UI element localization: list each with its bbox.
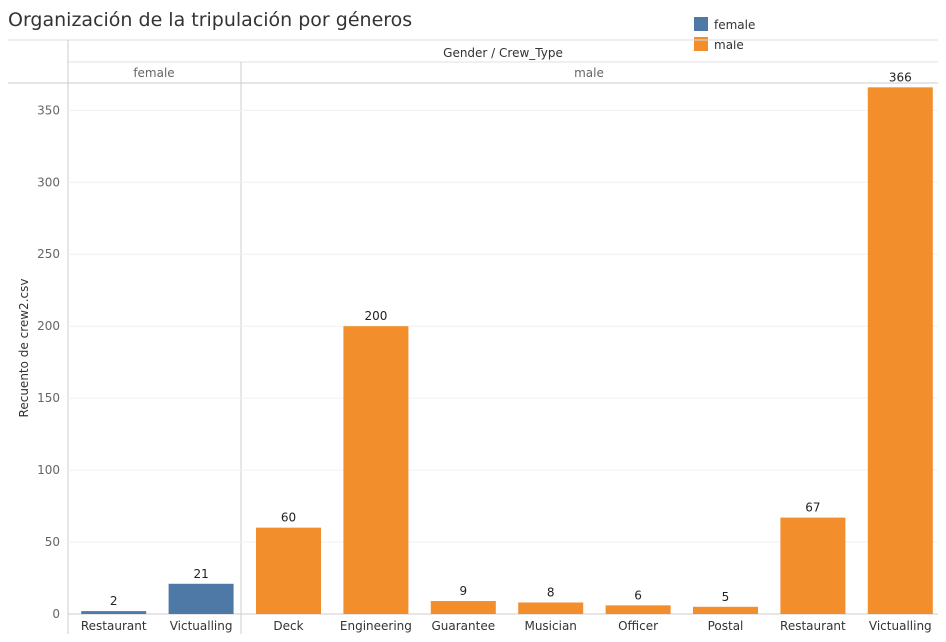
category-label: Restaurant — [780, 619, 846, 633]
bar-male-deck — [256, 527, 321, 614]
value-label: 21 — [193, 567, 208, 581]
y-tick-label: 100 — [37, 463, 60, 477]
gridlines — [68, 109, 938, 543]
legend: female male — [694, 17, 755, 52]
y-axis-label: Recuento de crew2.csv — [17, 279, 31, 418]
bar-female-victualling — [168, 583, 234, 614]
value-label: 366 — [889, 70, 912, 84]
bar-male-officer — [605, 605, 671, 614]
category-labels: Restaurant Victualling Deck Engineering Guar… — [81, 619, 932, 633]
value-label: 2 — [110, 594, 118, 608]
category-label: Musician — [524, 619, 576, 633]
bar-male-guarantee — [430, 601, 496, 614]
category-label: Victualling — [170, 619, 233, 633]
value-label: 67 — [805, 501, 820, 515]
category-label: Postal — [708, 619, 744, 633]
y-tick-label: 150 — [37, 391, 60, 405]
legend-label-female: female — [714, 18, 755, 32]
y-tick-label: 200 — [37, 319, 60, 333]
value-label: 60 — [281, 511, 296, 525]
y-tick-label: 300 — [37, 175, 60, 189]
y-tick-label: 250 — [37, 247, 60, 261]
bar-male-engineering — [343, 326, 409, 614]
value-label: 8 — [547, 585, 555, 599]
legend-swatch-male — [694, 37, 708, 51]
y-axis-ticks: 0 50 100 150 200 250 300 350 — [37, 103, 60, 621]
category-label: Engineering — [340, 619, 412, 633]
chart-frame — [8, 39, 938, 634]
legend-label-male: male — [714, 38, 744, 52]
bar-male-victualling — [867, 87, 933, 614]
category-label: Guarantee — [431, 619, 495, 633]
pane-label-female: female — [133, 66, 174, 80]
category-label: Restaurant — [81, 619, 147, 633]
bars — [81, 87, 933, 614]
category-label: Victualling — [869, 619, 932, 633]
y-tick-label: 350 — [37, 103, 60, 117]
value-label: 6 — [634, 588, 642, 602]
bar-female-restaurant — [81, 611, 147, 614]
category-label: Officer — [618, 619, 658, 633]
chart-title: Organización de la tripulación por géner… — [8, 9, 412, 31]
bar-male-musician — [518, 602, 584, 614]
value-labels: 2 21 60 200 9 8 6 5 67 366 — [110, 70, 912, 608]
bar-male-postal — [693, 606, 758, 614]
value-label: 9 — [459, 584, 467, 598]
y-tick-label: 50 — [45, 535, 60, 549]
bar-male-restaurant — [780, 517, 846, 614]
column-header: Gender / Crew_Type — [443, 46, 563, 60]
category-label: Deck — [273, 619, 303, 633]
pane-label-male: male — [574, 66, 604, 80]
value-label: 5 — [722, 590, 730, 604]
legend-swatch-female — [694, 17, 708, 31]
value-label: 200 — [364, 309, 387, 323]
y-tick-label: 0 — [52, 607, 60, 621]
